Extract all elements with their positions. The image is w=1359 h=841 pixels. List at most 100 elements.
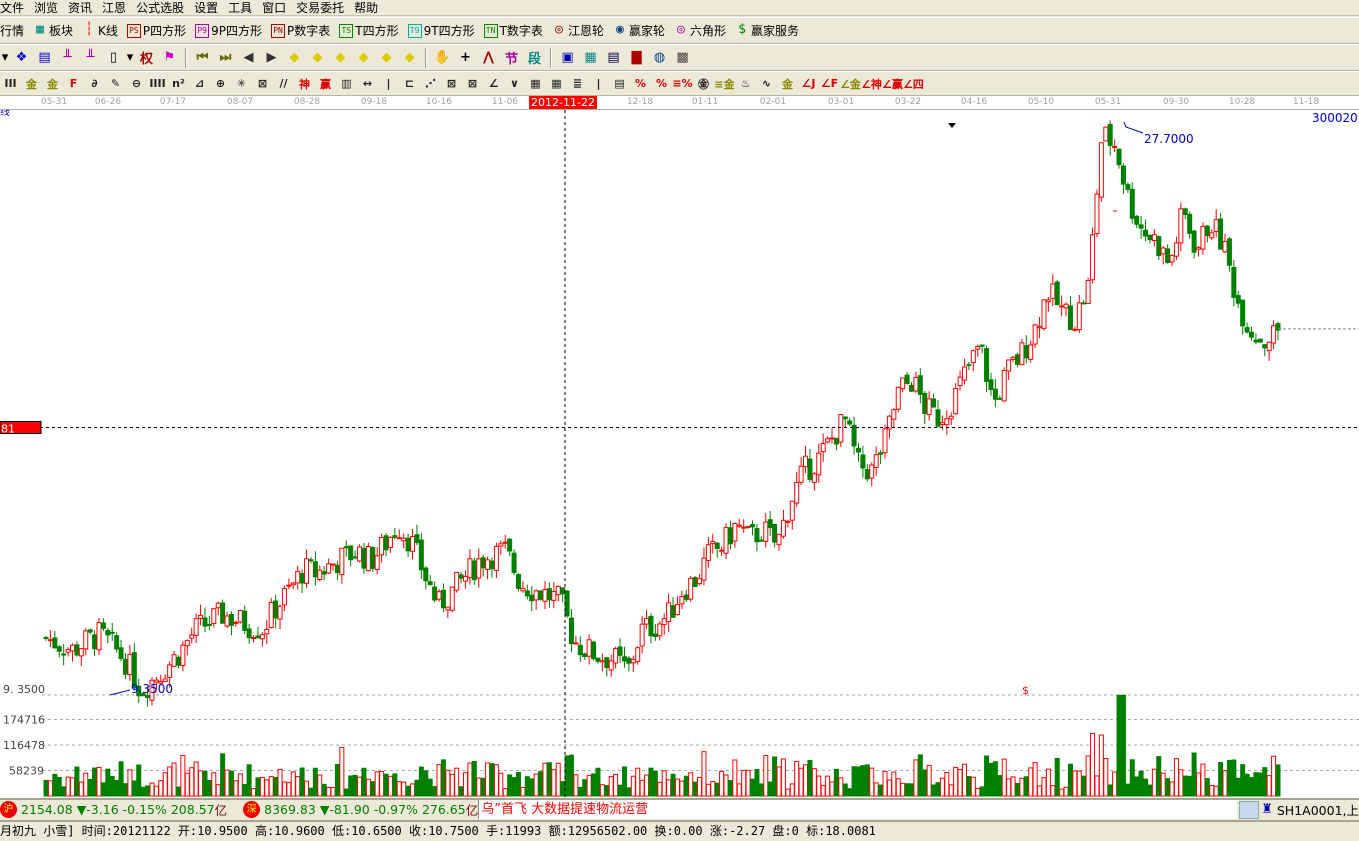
scroll-buttons[interactable] xyxy=(1239,800,1260,819)
toolbar-button-9[interactable]: ◎ 江恩轮 xyxy=(552,22,604,39)
drawing-tool-14-icon[interactable]: 神 xyxy=(299,77,310,91)
drawing-tool-34-icon[interactable]: ≡金 xyxy=(714,77,735,91)
drawing-tool-7-icon[interactable]: IIII xyxy=(149,77,166,90)
drawing-tool-0-icon[interactable]: III xyxy=(4,77,17,90)
drawing-tool-19-icon[interactable]: ⊏ xyxy=(404,77,415,90)
drawing-tool-26-icon[interactable]: ▦ xyxy=(551,77,562,90)
shanghai-index[interactable]: 沪 2154.08 ▼-3.16 -0.15% 208.57 亿 xyxy=(0,800,227,819)
drawing-tool-6-icon[interactable]: ⊖ xyxy=(131,77,142,90)
node-icon[interactable]: 节 xyxy=(504,52,518,67)
drawing-tool-12-icon[interactable]: ⊠ xyxy=(257,77,268,90)
drawing-tool-32-icon[interactable]: ≡% xyxy=(672,77,693,90)
drawing-tool-22-icon[interactable]: ⊠ xyxy=(467,77,478,90)
drawing-tool-11-icon[interactable]: ✳ xyxy=(236,77,247,90)
segment-icon[interactable]: 段 xyxy=(527,52,541,67)
drawing-tool-37-icon[interactable]: 金 xyxy=(782,77,793,91)
drawing-tool-33-icon[interactable]: ㊎ xyxy=(698,77,709,91)
drawing-tool-20-icon[interactable]: ⋰ xyxy=(425,77,436,90)
drawing-tool-18-icon[interactable]: | xyxy=(386,77,391,90)
toolbar-button-8[interactable]: TN T数字表 xyxy=(483,22,543,39)
drawing-tool-9-icon[interactable]: ⊿ xyxy=(194,77,205,90)
drawing-tool-41-icon[interactable]: ∠神 xyxy=(861,77,882,91)
drawing-tool-21-icon[interactable]: ⊠ xyxy=(446,77,457,90)
toolbar-button-11[interactable]: ◎ 六角形 xyxy=(674,22,726,39)
menu-3[interactable]: 江恩 xyxy=(102,1,127,15)
drawing-tool-17-icon[interactable]: ↔ xyxy=(362,77,373,90)
toolbar-button-5[interactable]: PN P数字表 xyxy=(271,22,330,39)
drawing-tool-5-icon[interactable]: ✎ xyxy=(110,77,121,90)
move-right-icon[interactable]: ◆ xyxy=(312,50,323,65)
shenzhen-index[interactable]: 深 8369.83 ▼-81.90 -0.97% 276.65 亿 xyxy=(243,800,478,819)
drawing-tool-28-icon[interactable]: | xyxy=(596,77,601,90)
zoom-h-icon[interactable]: ◆ xyxy=(335,50,346,65)
drawing-tool-29-icon[interactable]: ▤ xyxy=(614,77,625,90)
toolbar-button-4[interactable]: P9 9P四方形 xyxy=(195,22,262,39)
drawing-tool-1-icon[interactable]: 金 xyxy=(26,77,37,91)
flag-icon[interactable]: ⚑ xyxy=(163,50,176,65)
menu-8[interactable]: 交易委托 xyxy=(296,1,345,15)
toolbar-button-0[interactable]: 行情 xyxy=(0,22,24,39)
period-3-icon[interactable]: ╨ xyxy=(63,50,72,65)
toolbar-button-10[interactable]: ◉ 赢家轮 xyxy=(613,22,665,39)
menu-2[interactable]: 资讯 xyxy=(68,1,93,15)
drawing-tool-40-icon[interactable]: ∠金 xyxy=(840,77,861,91)
toolbar-button-2[interactable]: ┆ K线 xyxy=(82,22,118,39)
period-icon[interactable]: ❖ xyxy=(15,50,28,65)
menu-4[interactable]: 公式选股 xyxy=(136,1,185,15)
drawing-tool-16-icon[interactable]: ▥ xyxy=(341,77,352,90)
trade-icon[interactable]: ▩ xyxy=(676,50,689,65)
crosshair-icon[interactable]: + xyxy=(460,50,471,65)
drawing-tool-2-icon[interactable]: 金 xyxy=(47,77,58,91)
menu-6[interactable]: 工具 xyxy=(228,1,253,15)
drawing-tool-39-icon[interactable]: ∠F xyxy=(820,77,839,90)
drawing-tool-15-icon[interactable]: 赢 xyxy=(320,77,331,91)
drawing-tool-27-icon[interactable]: ≣ xyxy=(572,77,583,90)
prev-icon[interactable]: ◀ xyxy=(243,50,254,65)
hand-icon[interactable]: ✋ xyxy=(434,50,451,65)
menu-5[interactable]: 设置 xyxy=(194,1,219,15)
dropdown-arrow-icon[interactable]: ▾ xyxy=(1,50,9,65)
drawing-tool-36-icon[interactable]: ∿ xyxy=(761,77,772,90)
zoom-v-icon[interactable]: ◆ xyxy=(381,50,392,65)
drawing-tool-35-icon[interactable]: ♨ xyxy=(740,77,751,90)
drawing-tool-30-icon[interactable]: % xyxy=(634,77,647,90)
drawing-tool-23-icon[interactable]: ∠ xyxy=(488,77,499,90)
drawing-tool-24-icon[interactable]: ∨ xyxy=(510,77,519,90)
drawing-tool-38-icon[interactable]: ∠J xyxy=(801,77,816,90)
network-icon[interactable]: ◍ xyxy=(653,50,666,65)
drawing-tool-25-icon[interactable]: ▦ xyxy=(530,77,541,90)
move-left-icon[interactable]: ◆ xyxy=(289,50,300,65)
kline-chart[interactable]: 81 线 300020 27.7000 9.3500 9. 3500 174716 11647… xyxy=(0,110,1359,798)
notes-icon[interactable]: ▤ xyxy=(607,50,620,65)
period-9-icon[interactable]: ╨ xyxy=(86,50,95,65)
last-icon[interactable]: ⏭ xyxy=(219,50,232,65)
news-ticker[interactable]: 乌”首飞 大数据提速物流运营 xyxy=(478,800,1238,819)
drawing-tool-4-icon[interactable]: ∂ xyxy=(91,77,98,90)
first-icon[interactable]: ⏮ xyxy=(196,50,209,65)
rights-icon[interactable]: 权 xyxy=(139,52,153,67)
drawing-tool-43-icon[interactable]: ∠四 xyxy=(903,77,924,91)
toolbar-button-7[interactable]: T9 9T四方形 xyxy=(407,22,475,39)
candle-type-icon[interactable]: ▯ xyxy=(109,50,118,65)
notepad-icon[interactable]: ▤ xyxy=(38,50,51,65)
menu-0[interactable]: 文件 xyxy=(0,1,25,15)
shrink-v-icon[interactable]: ◆ xyxy=(404,50,415,65)
toolbar-button-12[interactable]: $ 赢家服务 xyxy=(735,22,799,39)
drawing-tool-10-icon[interactable]: ⊕ xyxy=(215,77,226,90)
toolbar-button-1[interactable]: ▦ 板块 xyxy=(33,22,73,39)
drawing-tool-8-icon[interactable]: n² xyxy=(172,77,185,90)
menu-7[interactable]: 窗口 xyxy=(262,1,287,15)
drawing-tool-42-icon[interactable]: ∠赢 xyxy=(882,77,903,91)
shrink-h-icon[interactable]: ◆ xyxy=(358,50,369,65)
calendar-icon[interactable]: ▣ xyxy=(561,50,574,65)
line-tool-icon[interactable]: ⋀ xyxy=(483,50,494,65)
calculator-icon[interactable]: ▦ xyxy=(584,50,597,65)
toolbar-button-3[interactable]: PS P四方形 xyxy=(126,22,186,39)
dropdown-arrow-icon[interactable]: ▾ xyxy=(126,50,134,65)
drawing-tool-13-icon[interactable]: // xyxy=(279,77,288,90)
toolbar-button-6[interactable]: TS T四方形 xyxy=(339,22,399,39)
drawing-tool-31-icon[interactable]: % xyxy=(655,77,668,90)
next-icon[interactable]: ▶ xyxy=(266,50,277,65)
save-icon[interactable]: ▇ xyxy=(631,50,642,65)
menu-9[interactable]: 帮助 xyxy=(354,1,379,15)
